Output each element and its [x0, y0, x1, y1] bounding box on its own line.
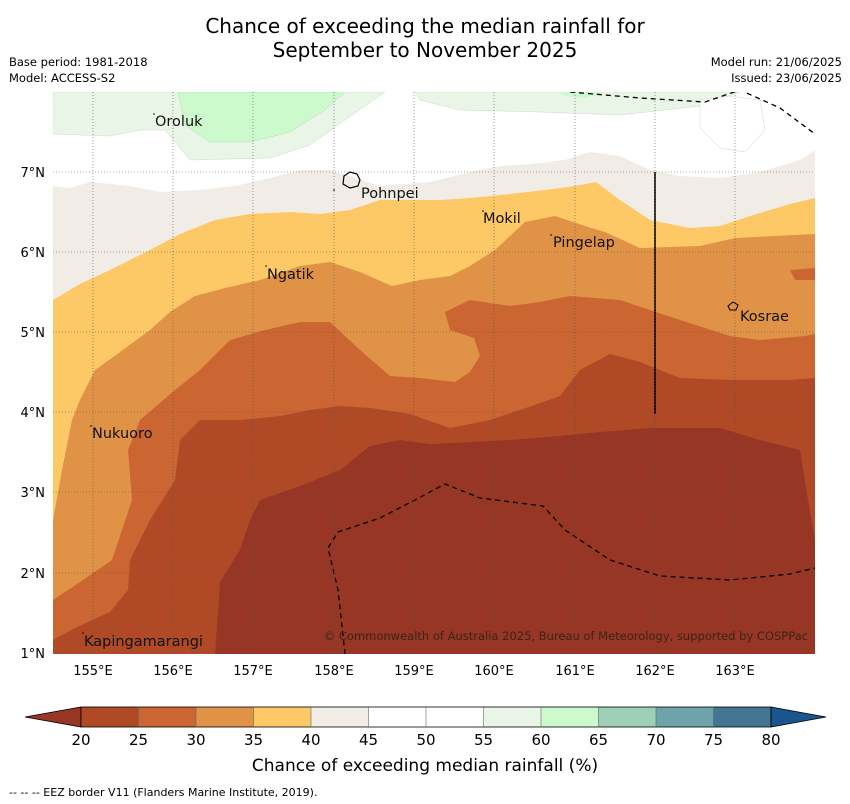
colorbar-tick: 20 [71, 731, 90, 749]
colorbar-segment [713, 707, 771, 727]
run-info: Model run: 21/06/2025 Issued: 23/06/2025 [711, 54, 842, 86]
colorbar-segment [196, 707, 254, 727]
colorbar-tick: 70 [646, 731, 665, 749]
colorbar-tick: 75 [704, 731, 723, 749]
colorbar-segment [253, 707, 311, 727]
lon-tick: 156°E [153, 664, 193, 679]
eez-border-north [569, 92, 815, 135]
place-label: Mokil [483, 211, 521, 227]
eez-footnote: -- -- -- EEZ border V11 (Flanders Marine… [9, 786, 318, 799]
map-title: Chance of exceeding the median rainfall … [0, 14, 850, 62]
colorbar-tick: 30 [186, 731, 205, 749]
place-label: Kapingamarangi [84, 634, 203, 650]
colorbar-tick: 40 [301, 731, 320, 749]
contour-55-60-b [414, 92, 741, 116]
colorbar-tick: 45 [359, 731, 378, 749]
contour-below-20 [215, 428, 815, 654]
colorbar-segment [656, 707, 714, 727]
place-label: Kosrae [740, 309, 789, 325]
atoll-markers [82, 113, 552, 634]
gridlines [53, 92, 815, 654]
place-label: Oroluk [155, 114, 203, 130]
eez-borders [327, 92, 815, 654]
lon-tick: 163°E [715, 664, 755, 679]
contour-60-65 [177, 92, 346, 143]
title-line-1: Chance of exceeding the median rainfall … [205, 14, 645, 38]
kosrae-island [727, 301, 739, 311]
contour-25-30-blob [790, 268, 815, 280]
colorbar-tick: 35 [244, 731, 263, 749]
colorbar-tick: 25 [129, 731, 148, 749]
contour-white-patch [699, 95, 766, 153]
colorbar-label: Chance of exceeding median rainfall (%) [251, 756, 599, 776]
lon-tick: 161°E [555, 664, 595, 679]
model-info: Base period: 1981-2018 Model: ACCESS-S2 [9, 54, 148, 86]
copyright-text: © Commonwealth of Australia 2025, Bureau… [324, 629, 808, 643]
colorbar-segment [598, 707, 656, 727]
map-contours: Oroluk Pohnpei Mokil Pingelap Ngatik Kos… [53, 92, 815, 654]
lat-tick: 6°N [21, 246, 46, 261]
lat-tick: 3°N [21, 486, 46, 501]
lat-tick: 4°N [21, 406, 46, 421]
colorbar-tick: 65 [589, 731, 608, 749]
colorbar-segment [483, 707, 541, 727]
place-label: Pingelap [553, 235, 615, 251]
colorbar-segment [368, 707, 426, 727]
colorbar-tick: 50 [416, 731, 435, 749]
title-line-2: September to November 2025 [272, 38, 578, 62]
lat-tick: 5°N [21, 326, 46, 341]
base-period: Base period: 1981-2018 [9, 55, 148, 69]
colorbar-under-arrow [24, 706, 82, 728]
lon-tick: 158°E [314, 664, 354, 679]
model-run-date: Model run: 21/06/2025 [710, 55, 842, 69]
colorbar-segment [426, 707, 484, 727]
place-label: Pohnpei [361, 186, 419, 202]
lon-tick-labels: 155°E 156°E 157°E 158°E 159°E 160°E 161°… [73, 664, 755, 679]
lat-tick-labels: 1°N 2°N 3°N 4°N 5°N 6°N 7°N [21, 166, 46, 662]
colorbar-tick: 55 [474, 731, 493, 749]
colorbar: 20 25 30 35 40 45 50 55 60 65 70 75 80 [24, 706, 827, 749]
colorbar-segment [541, 707, 599, 727]
place-label: Ngatik [267, 267, 315, 283]
lon-tick: 160°E [474, 664, 514, 679]
colorbar-over-arrow [770, 706, 827, 728]
lon-tick: 155°E [73, 664, 113, 679]
lat-tick: 7°N [21, 166, 46, 181]
colorbar-tick: 80 [761, 731, 780, 749]
place-label: Nukuoro [92, 426, 153, 442]
place-labels: Oroluk Pohnpei Mokil Pingelap Ngatik Kos… [84, 114, 789, 650]
lon-tick: 159°E [394, 664, 434, 679]
issued-date: Issued: 23/06/2025 [731, 71, 842, 85]
colorbar-segment [311, 707, 369, 727]
lon-tick: 157°E [233, 664, 273, 679]
colorbar-segment [81, 707, 139, 727]
colorbar-tick: 60 [531, 731, 550, 749]
lat-tick: 2°N [21, 567, 46, 582]
pohnpei-island [342, 171, 361, 189]
lon-tick: 162°E [635, 664, 675, 679]
lat-tick: 1°N [21, 647, 46, 662]
colorbar-segment [138, 707, 196, 727]
model-name: Model: ACCESS-S2 [9, 71, 116, 85]
contour-60-65-b [560, 92, 605, 98]
eez-border-south [327, 483, 815, 654]
colorbar-ticks: 20 25 30 35 40 45 50 55 60 65 70 75 80 [71, 731, 780, 749]
